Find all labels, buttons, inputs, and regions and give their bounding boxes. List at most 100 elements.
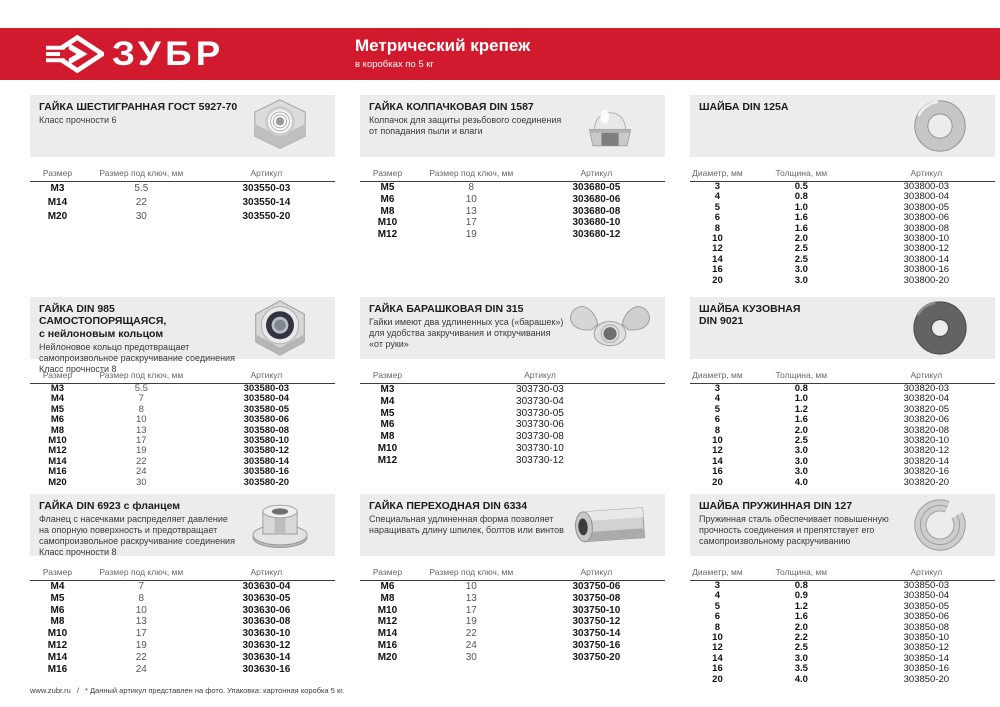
spec-cell: 303820-12 [903,446,950,457]
header-titles: Метрический крепеж в коробках по 5 кг [355,36,530,70]
spec-cell: 12 [712,446,723,457]
spec-cell: 303630-06 [242,604,291,616]
table-row: 14 2.5 303800-14 [690,255,995,265]
product-text-block: ГАЙКА DIN 6923 с фланцем Фланец с насечк… [39,500,327,558]
spec-cell: М12 [47,639,68,651]
table-row: 4 0.8 303800-04 [690,192,995,202]
footer-separator: / [76,686,79,695]
table-row: 5 1.2 303820-05 [690,405,995,415]
spec-cell: 303850-05 [903,601,950,612]
spec-cell: 2.5 [794,254,808,265]
product-title: ГАЙКА БАРАШКОВАЯ DIN 315 [369,303,524,315]
table-header-row: Размер Размер под ключ, мм Артикул [30,368,335,384]
table-row: М8 13 303750-08 [360,593,665,605]
spec-cell: 303750-12 [572,616,621,628]
spec-cell: 4 [714,591,721,602]
spec-cell: М3 [50,383,65,394]
spec-cell: М10 [377,217,398,229]
spec-cell: 1.6 [794,612,808,623]
column-header: Размер [30,368,85,384]
product-description-line: Пружинная сталь обеспечивает повышенную … [699,514,889,547]
spec-cell: 303820-16 [903,467,950,478]
product-text-block: ШАЙБА ПРУЖИННАЯ DIN 127 Пружинная сталь … [699,500,987,547]
spec-cell: 7 [138,581,145,592]
product-header-panel: ШАЙБА DIN 125A [690,95,995,157]
spec-cell: 12 [712,643,723,654]
product-description-line: Класс прочности 8 [39,547,117,558]
spec-cell: М14 [48,456,67,467]
spec-cell: 22 [465,628,477,640]
spec-table: Размер Размер под ключ, мм Артикул М3 5.5 30… [30,368,335,488]
flat-washer-photo [890,98,990,154]
spec-cell: 3.0 [794,456,808,467]
spec-cell: 10 [712,436,723,447]
table-header-row: Размер Размер под ключ, мм Артикул [30,565,335,581]
table-row: М5 8 303680-05 [360,182,665,194]
spec-cell: М5 [380,182,395,193]
spec-cell: 3.0 [794,467,808,478]
spec-cell: 1.6 [794,415,808,426]
spec-cell: 303800-05 [903,202,950,213]
spec-cell: 24 [465,639,477,651]
spec-cell: М16 [47,663,68,675]
spec-cell: 303750-14 [572,628,621,640]
table-header-row: Размер Размер под ключ, мм Артикул [30,166,335,182]
spec-cell: М8 [380,431,395,443]
table-header-row: Размер Размер под ключ, мм Артикул [360,565,665,581]
spec-cell: 1.2 [794,601,808,612]
table-row: М12 19 303750-12 [360,616,665,628]
spec-cell: 1.0 [794,394,808,405]
table-row: М8 13 303630-08 [30,616,335,628]
spec-cell: 14 [712,653,723,664]
table-row: 5 1.0 303800-05 [690,203,995,213]
spec-cell: М8 [50,425,65,436]
spec-cell: 303550-14 [242,197,291,208]
spec-cell: 303680-05 [572,182,621,193]
spec-cell: М8 [380,205,395,217]
product-header-panel: ГАЙКА БАРАШКОВАЯ DIN 315 Гайки имеют два… [360,297,665,359]
spec-cell: М16 [377,639,398,651]
table-row: М12 19 303580-12 [30,446,335,456]
header-band: ЗУБР Метрический крепеж в коробках по 5 … [0,28,1000,80]
column-header: Размер под ключ, мм [84,368,198,384]
spec-cell: 6 [714,213,721,224]
spec-cell: 5 [714,202,721,213]
spec-cell: М14 [47,651,68,663]
spec-cell: 20 [712,674,723,685]
product-description-line: Нейлоновое кольцо предотвращает самопрои… [39,342,235,364]
spec-cell: 16 [712,664,723,675]
spec-cell: 5.5 [134,383,148,394]
spec-cell: 30 [136,477,147,488]
spec-cell: М5 [50,592,65,604]
spec-cell: 6 [714,415,721,426]
spec-cell: 0.8 [794,192,808,203]
spec-cell: 2.0 [794,425,808,436]
product-description: Колпачок для защиты резьбового соединени… [369,115,565,137]
table-row: М6 10 303750-06 [360,581,665,593]
table-row: М10 17 303580-10 [30,436,335,446]
table-row: 8 1.6 303800-08 [690,224,995,234]
table-row: 8 2.0 303820-08 [690,426,995,436]
product-text-block: ШАЙБА DIN 125A [699,101,987,113]
table-row: М6 303730-06 [360,419,665,431]
spec-cell: 303850-06 [903,612,950,623]
product-header-panel: ШАЙБА ПРУЖИННАЯ DIN 127 Пружинная сталь … [690,494,995,556]
spec-cell: 30 [465,651,477,663]
table-row: М12 303730-12 [360,455,665,467]
page-title: Метрический крепеж [355,36,531,55]
table-row: М8 13 303680-08 [360,206,665,218]
spec-table: Размер Размер под ключ, мм Артикул М4 7 3036… [30,565,335,675]
spec-cell: М12 [377,616,398,628]
spec-cell: 8 [714,425,721,436]
table-row: 3 0.8 303850-03 [690,581,995,592]
spec-cell: 8 [714,223,721,234]
spec-cell: 19 [465,229,477,241]
spec-cell: М3 [380,384,395,395]
spec-cell: 303850-03 [903,580,950,591]
spec-table: Диаметр, мм Толщина, мм Артикул 3 0.5 303800… [690,166,995,286]
spec-cell: 303850-08 [903,622,950,633]
spec-cell: 303800-03 [903,181,950,192]
spec-cell: М10 [48,436,67,447]
table-row: 12 2.5 303800-12 [690,244,995,254]
table-header-row: Размер Размер под ключ, мм Артикул [360,166,665,182]
